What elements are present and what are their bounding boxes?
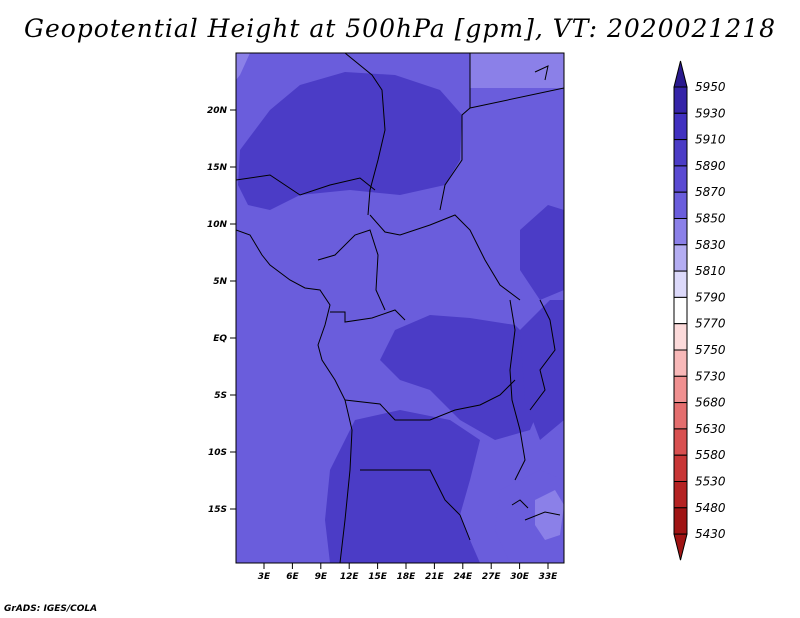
latitude-axis: 20N 15N 10N 5N EQ 5S 10S 15S <box>207 106 236 515</box>
colorbar-label: 5430 <box>695 527 726 541</box>
colorbar-segment <box>673 86 688 114</box>
colorbar-segment <box>673 454 688 483</box>
colorbar-label: 5890 <box>695 159 726 173</box>
north-5890-area <box>238 72 462 210</box>
lon-tick-label: 18E <box>397 572 417 582</box>
colorbar-segment <box>673 165 688 193</box>
colorbar-segment <box>673 507 688 535</box>
colorbar-segment <box>673 191 688 219</box>
colorbar: 5950 5930 5910 5890 5870 5850 5830 5810 5790 5770… <box>673 60 726 561</box>
se-5850-area <box>495 470 564 563</box>
congo-5890-area <box>380 315 545 440</box>
angola-5890-area <box>325 410 480 563</box>
map-title: Geopotential Height at 500hPa [gpm], VT:… <box>23 14 777 43</box>
height-field <box>236 53 564 563</box>
se-5830-area <box>535 490 564 540</box>
nw-5830-area <box>236 53 250 80</box>
map-frame <box>235 52 565 564</box>
colorbar-segment <box>673 244 688 272</box>
colorbar-label: 5630 <box>695 422 726 436</box>
colorbar-bottom-arrow <box>673 533 688 561</box>
colorbar-label: 5870 <box>695 185 726 199</box>
colorbar-segment <box>673 323 688 351</box>
ne-5830-area <box>470 53 564 88</box>
colorbar-segment <box>673 270 688 298</box>
lon-tick-label: 24E <box>453 572 473 582</box>
lat-tick-label: 20N <box>207 106 228 116</box>
lat-tick-label: EQ <box>213 334 227 344</box>
lon-tick-label: 30E <box>510 572 530 582</box>
lon-tick-label: 12E <box>340 572 360 582</box>
lon-tick-label: 6E <box>286 572 299 582</box>
east-5890-area <box>520 205 564 300</box>
colorbar-segment <box>673 112 688 141</box>
colorbar-top-arrow <box>673 60 688 88</box>
colorbar-label: 5680 <box>695 396 726 410</box>
colorbar-label: 5850 <box>695 212 726 226</box>
colorbar-label: 5810 <box>695 264 726 278</box>
country-borders <box>236 53 564 563</box>
lon-tick-label: 21E <box>425 572 445 582</box>
colorbar-label: 5750 <box>695 343 726 357</box>
colorbar-segment <box>673 218 688 246</box>
colorbar-label: 5770 <box>695 317 726 331</box>
lon-tick-label: 15E <box>368 572 388 582</box>
lat-tick-label: 5N <box>213 277 227 287</box>
colorbar-label: 5480 <box>695 501 726 515</box>
lon-tick-label: 3E <box>258 572 271 582</box>
lat-tick-label: 5S <box>214 391 227 401</box>
longitude-axis: 3E 6E 9E 12E 15E 18E 21E 24E 27E 30E 33E <box>258 563 558 582</box>
colorbar-label: 5950 <box>695 80 726 94</box>
lon-tick-label: 27E <box>482 572 502 582</box>
colorbar-segment <box>673 402 688 430</box>
colorbar-segment <box>673 481 688 509</box>
colorbar-label: 5790 <box>695 290 726 304</box>
colorbar-segment <box>673 139 688 167</box>
lon-tick-label: 9E <box>315 572 328 582</box>
credit-label: GrADS: IGES/COLA <box>4 604 98 614</box>
lat-tick-label: 15N <box>207 163 228 173</box>
colorbar-label: 5730 <box>695 369 726 383</box>
colorbar-label: 5580 <box>695 448 726 462</box>
colorbar-label: 5530 <box>695 475 726 489</box>
lat-tick-label: 10N <box>207 220 228 230</box>
colorbar-segment <box>673 428 688 456</box>
colorbar-segment <box>673 349 688 377</box>
colorbar-segment <box>673 375 688 404</box>
lat-tick-label: 10S <box>208 448 227 458</box>
colorbar-label: 5930 <box>695 106 726 120</box>
colorbar-label: 5830 <box>695 238 726 252</box>
lon-tick-label: 33E <box>539 572 559 582</box>
colorbar-label: 5910 <box>695 133 726 147</box>
lat-tick-label: 15S <box>208 505 227 515</box>
colorbar-segment <box>673 296 688 325</box>
